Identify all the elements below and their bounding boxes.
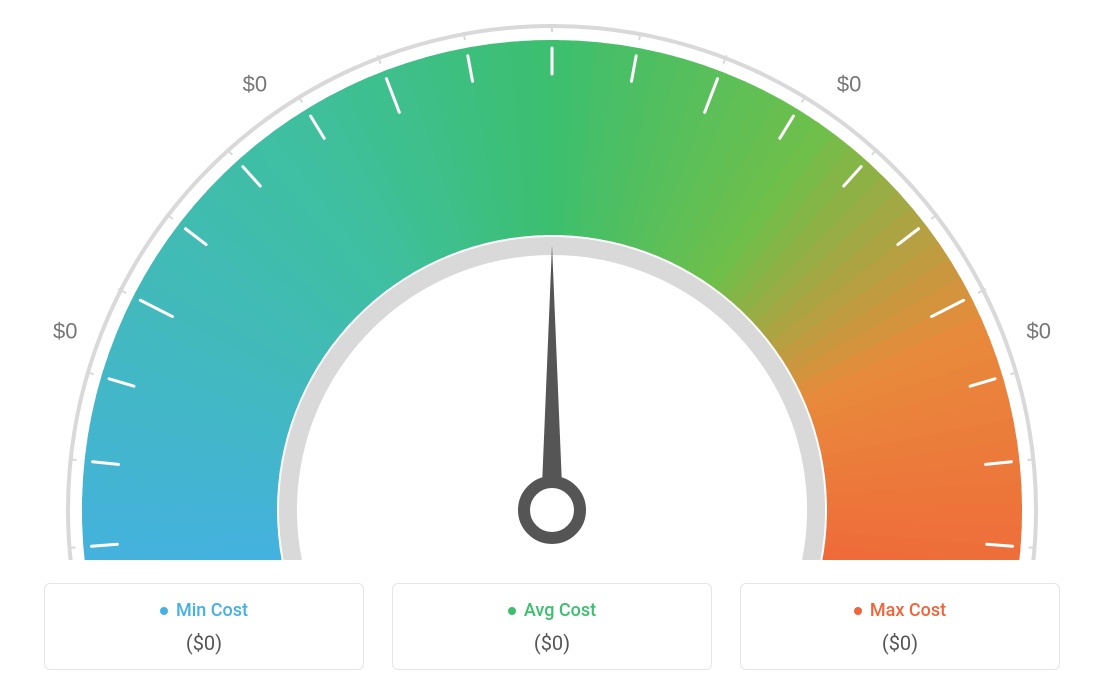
- legend-value-max: ($0): [759, 631, 1041, 655]
- legend-row: Min Cost ($0) Avg Cost ($0) Max Cost ($0…: [0, 583, 1104, 671]
- legend-value-avg: ($0): [411, 631, 693, 655]
- legend-card-min: Min Cost ($0): [44, 583, 364, 671]
- legend-value-min: ($0): [63, 631, 345, 655]
- legend-label-max: Max Cost: [870, 600, 946, 621]
- legend-dot-min: [160, 607, 168, 615]
- legend-dot-max: [854, 607, 862, 615]
- svg-text:$0: $0: [540, 0, 564, 3]
- svg-text:$0: $0: [53, 319, 77, 344]
- legend-label-min: Min Cost: [176, 600, 248, 621]
- legend-card-avg: Avg Cost ($0): [392, 583, 712, 671]
- svg-text:$0: $0: [1027, 319, 1051, 344]
- gauge-chart: $0$0$0$0$0$0$0: [0, 0, 1104, 560]
- legend-label-avg: Avg Cost: [524, 600, 596, 621]
- cost-gauge-widget: $0$0$0$0$0$0$0 Min Cost ($0) Avg Cost ($…: [0, 0, 1104, 690]
- legend-title-max: Max Cost: [854, 600, 946, 621]
- legend-title-avg: Avg Cost: [508, 600, 596, 621]
- legend-title-min: Min Cost: [160, 600, 248, 621]
- svg-text:$0: $0: [243, 71, 267, 96]
- svg-text:$0: $0: [837, 71, 861, 96]
- legend-dot-avg: [508, 607, 516, 615]
- legend-card-max: Max Cost ($0): [740, 583, 1060, 671]
